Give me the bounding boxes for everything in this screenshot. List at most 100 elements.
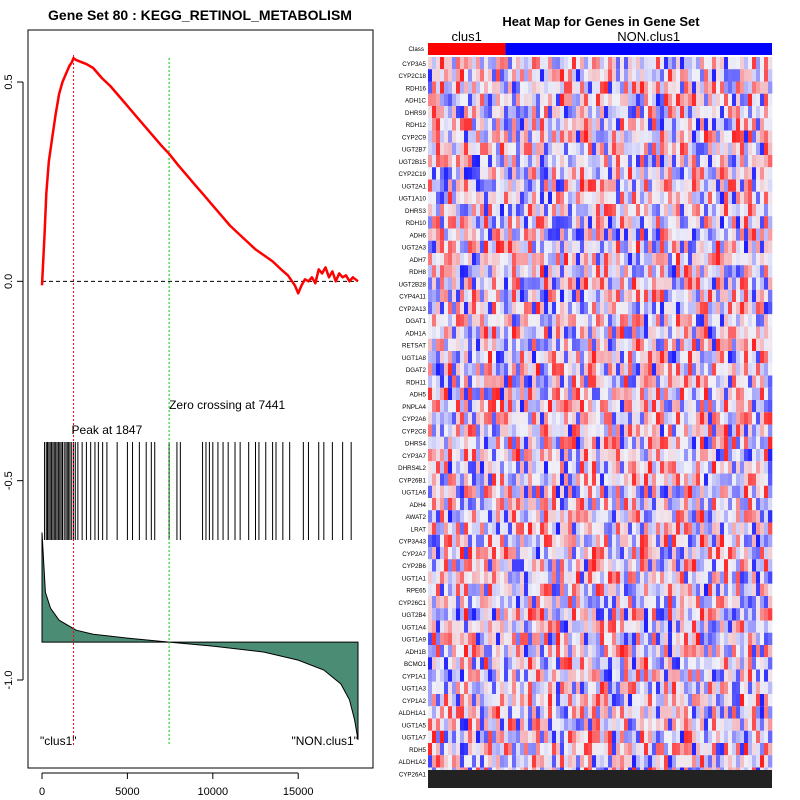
heatmap-cell	[472, 522, 477, 535]
heatmap-cell	[632, 179, 637, 192]
heatmap-cell	[580, 106, 585, 119]
heatmap-cell	[616, 583, 621, 596]
heatmap-cell	[688, 400, 693, 413]
heatmap-cell	[644, 436, 649, 449]
heatmap-cell	[584, 400, 589, 413]
heatmap-cell	[664, 498, 669, 511]
heatmap-cell	[448, 204, 453, 217]
heatmap-cell	[668, 424, 673, 437]
heatmap-cell	[600, 155, 605, 168]
heatmap-cell	[520, 400, 525, 413]
heatmap-cell	[444, 743, 449, 756]
heatmap-cell	[656, 534, 661, 547]
heatmap-cell	[536, 522, 541, 535]
heatmap-cell	[528, 510, 533, 523]
heatmap-cell	[592, 289, 597, 302]
heatmap-cell	[428, 449, 433, 462]
heatmap-cell	[504, 93, 509, 106]
heatmap-cell	[464, 718, 469, 731]
heatmap-cell	[744, 289, 749, 302]
heatmap-cell	[660, 485, 665, 498]
heatmap-cell	[760, 93, 765, 106]
heatmap-cell	[648, 326, 653, 339]
heatmap-cell	[512, 461, 517, 474]
heatmap-cell	[756, 118, 761, 131]
heatmap-cell	[536, 559, 541, 572]
heatmap-cell	[640, 204, 645, 217]
heatmap-cell	[748, 510, 753, 523]
heatmap-cell	[468, 485, 473, 498]
heatmap-cell	[764, 351, 769, 364]
heatmap-cell	[764, 400, 769, 413]
heatmap-cell	[708, 473, 713, 486]
heatmap-cell	[548, 179, 553, 192]
heatmap-cell	[628, 155, 633, 168]
heatmap-cell	[552, 191, 557, 204]
heatmap-cell	[436, 155, 441, 168]
heatmap-cell	[648, 81, 653, 94]
heatmap-cell	[584, 302, 589, 315]
heatmap-cell	[560, 718, 565, 731]
heatmap-cell	[464, 326, 469, 339]
heatmap-cell	[656, 155, 661, 168]
heatmap-cell	[576, 106, 581, 119]
heatmap-cell	[668, 571, 673, 584]
heatmap-cell	[528, 424, 533, 437]
heatmap-cell	[608, 351, 613, 364]
heatmap-cell	[500, 596, 505, 609]
heatmap-cell	[648, 559, 653, 572]
heatmap-cell	[484, 424, 489, 437]
heatmap-cell	[516, 583, 521, 596]
heatmap-cell	[768, 387, 773, 400]
heatmap-cell	[492, 498, 497, 511]
heatmap-cell	[436, 228, 441, 241]
heatmap-cell	[728, 461, 733, 474]
heatmap-cell	[496, 204, 501, 217]
heatmap-cell	[496, 363, 501, 376]
heatmap-cell	[688, 204, 693, 217]
heatmap-cell	[520, 191, 525, 204]
heatmap-cell	[768, 69, 773, 82]
heatmap-cell	[660, 191, 665, 204]
heatmap-cell	[732, 375, 737, 388]
heatmap-row	[428, 608, 773, 621]
heatmap-cell	[592, 314, 597, 327]
heatmap-cell	[440, 632, 445, 645]
heatmap-cell	[520, 130, 525, 143]
heatmap-cell	[540, 583, 545, 596]
heatmap-cell	[624, 93, 629, 106]
heatmap-cell	[504, 436, 509, 449]
heatmap-cell	[732, 338, 737, 351]
heatmap-cell	[480, 289, 485, 302]
heatmap-cell	[732, 69, 737, 82]
heatmap-cell	[696, 718, 701, 731]
heatmap-cell	[476, 608, 481, 621]
heatmap-cell	[596, 424, 601, 437]
heatmap-cell	[564, 412, 569, 425]
heatmap-cell	[724, 81, 729, 94]
heatmap-cell	[704, 277, 709, 290]
heatmap-cell	[560, 657, 565, 670]
heatmap-cell	[452, 314, 457, 327]
heatmap-cell	[636, 608, 641, 621]
heatmap-cell	[540, 424, 545, 437]
heatmap-cell	[748, 547, 753, 560]
heatmap-cell	[480, 314, 485, 327]
heatmap-cell	[472, 534, 477, 547]
heatmap-cell	[576, 338, 581, 351]
heatmap-cell	[552, 449, 557, 462]
heatmap-cell	[492, 485, 497, 498]
heatmap-cell	[548, 730, 553, 743]
heatmap-cell	[632, 375, 637, 388]
heatmap-cell	[720, 718, 725, 731]
heatmap-cell	[740, 387, 745, 400]
heatmap-cell	[540, 498, 545, 511]
heatmap-cell	[652, 436, 657, 449]
heatmap-cell	[576, 118, 581, 131]
heatmap-cell	[632, 436, 637, 449]
heatmap-cell	[512, 743, 517, 756]
heatmap-cell	[656, 412, 661, 425]
heatmap-cell	[584, 424, 589, 437]
heatmap-cell	[600, 510, 605, 523]
heatmap-cell	[428, 718, 433, 731]
